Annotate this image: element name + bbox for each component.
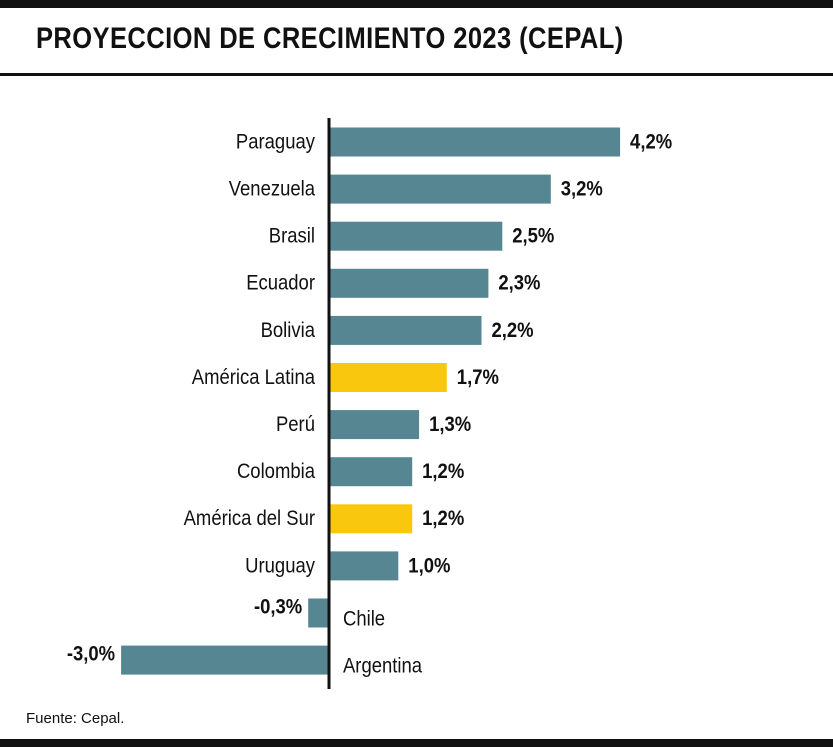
bottom-border [0, 739, 833, 747]
bar-chile [308, 598, 329, 628]
title-divider [0, 73, 833, 76]
category-label-chile: Chile [343, 607, 385, 630]
value-label-argentina: -3,0% [67, 642, 116, 665]
bar-uruguay [329, 551, 399, 581]
value-label-ecuador: 2,3% [498, 272, 540, 295]
category-label-bolivia: Bolivia [261, 319, 315, 342]
top-border [0, 0, 833, 8]
bar-america-del-sur [329, 504, 413, 534]
value-label-bolivia: 2,2% [491, 319, 533, 342]
bar-brasil [329, 221, 503, 251]
category-label-colombia: Colombia [237, 460, 315, 483]
value-label-peru: 1,3% [429, 413, 471, 436]
value-label-chile: -0,3% [254, 595, 303, 618]
value-label-america-del-sur: 1,2% [422, 507, 464, 530]
bar-venezuela [329, 174, 551, 204]
value-label-paraguay: 4,2% [630, 130, 672, 153]
category-label-ecuador: Ecuador [246, 272, 315, 295]
bar-peru [329, 410, 420, 440]
value-label-america-latina: 1,7% [457, 366, 499, 389]
value-label-uruguay: 1,0% [408, 554, 450, 577]
bar-argentina [121, 645, 329, 675]
bar-colombia [329, 457, 413, 487]
source-note: Fuente: Cepal. [26, 710, 125, 727]
bar-ecuador [329, 268, 489, 298]
value-label-brasil: 2,5% [512, 225, 554, 248]
chart-title: PROYECCION DE CRECIMIENTO 2023 (CEPAL) [36, 22, 624, 55]
category-label-paraguay: Paraguay [236, 130, 315, 153]
bar-paraguay [329, 127, 621, 157]
category-label-america-latina: América Latina [192, 366, 315, 389]
category-label-peru: Perú [276, 413, 315, 436]
category-label-brasil: Brasil [269, 225, 315, 248]
category-label-america-del-sur: América del Sur [184, 507, 316, 530]
category-label-uruguay: Uruguay [245, 554, 315, 577]
bar-america-latina [329, 363, 447, 392]
category-label-venezuela: Venezuela [229, 177, 315, 200]
bar-bolivia [329, 315, 482, 345]
value-label-colombia: 1,2% [422, 460, 464, 483]
category-label-argentina: Argentina [343, 654, 422, 677]
value-label-venezuela: 3,2% [561, 177, 603, 200]
